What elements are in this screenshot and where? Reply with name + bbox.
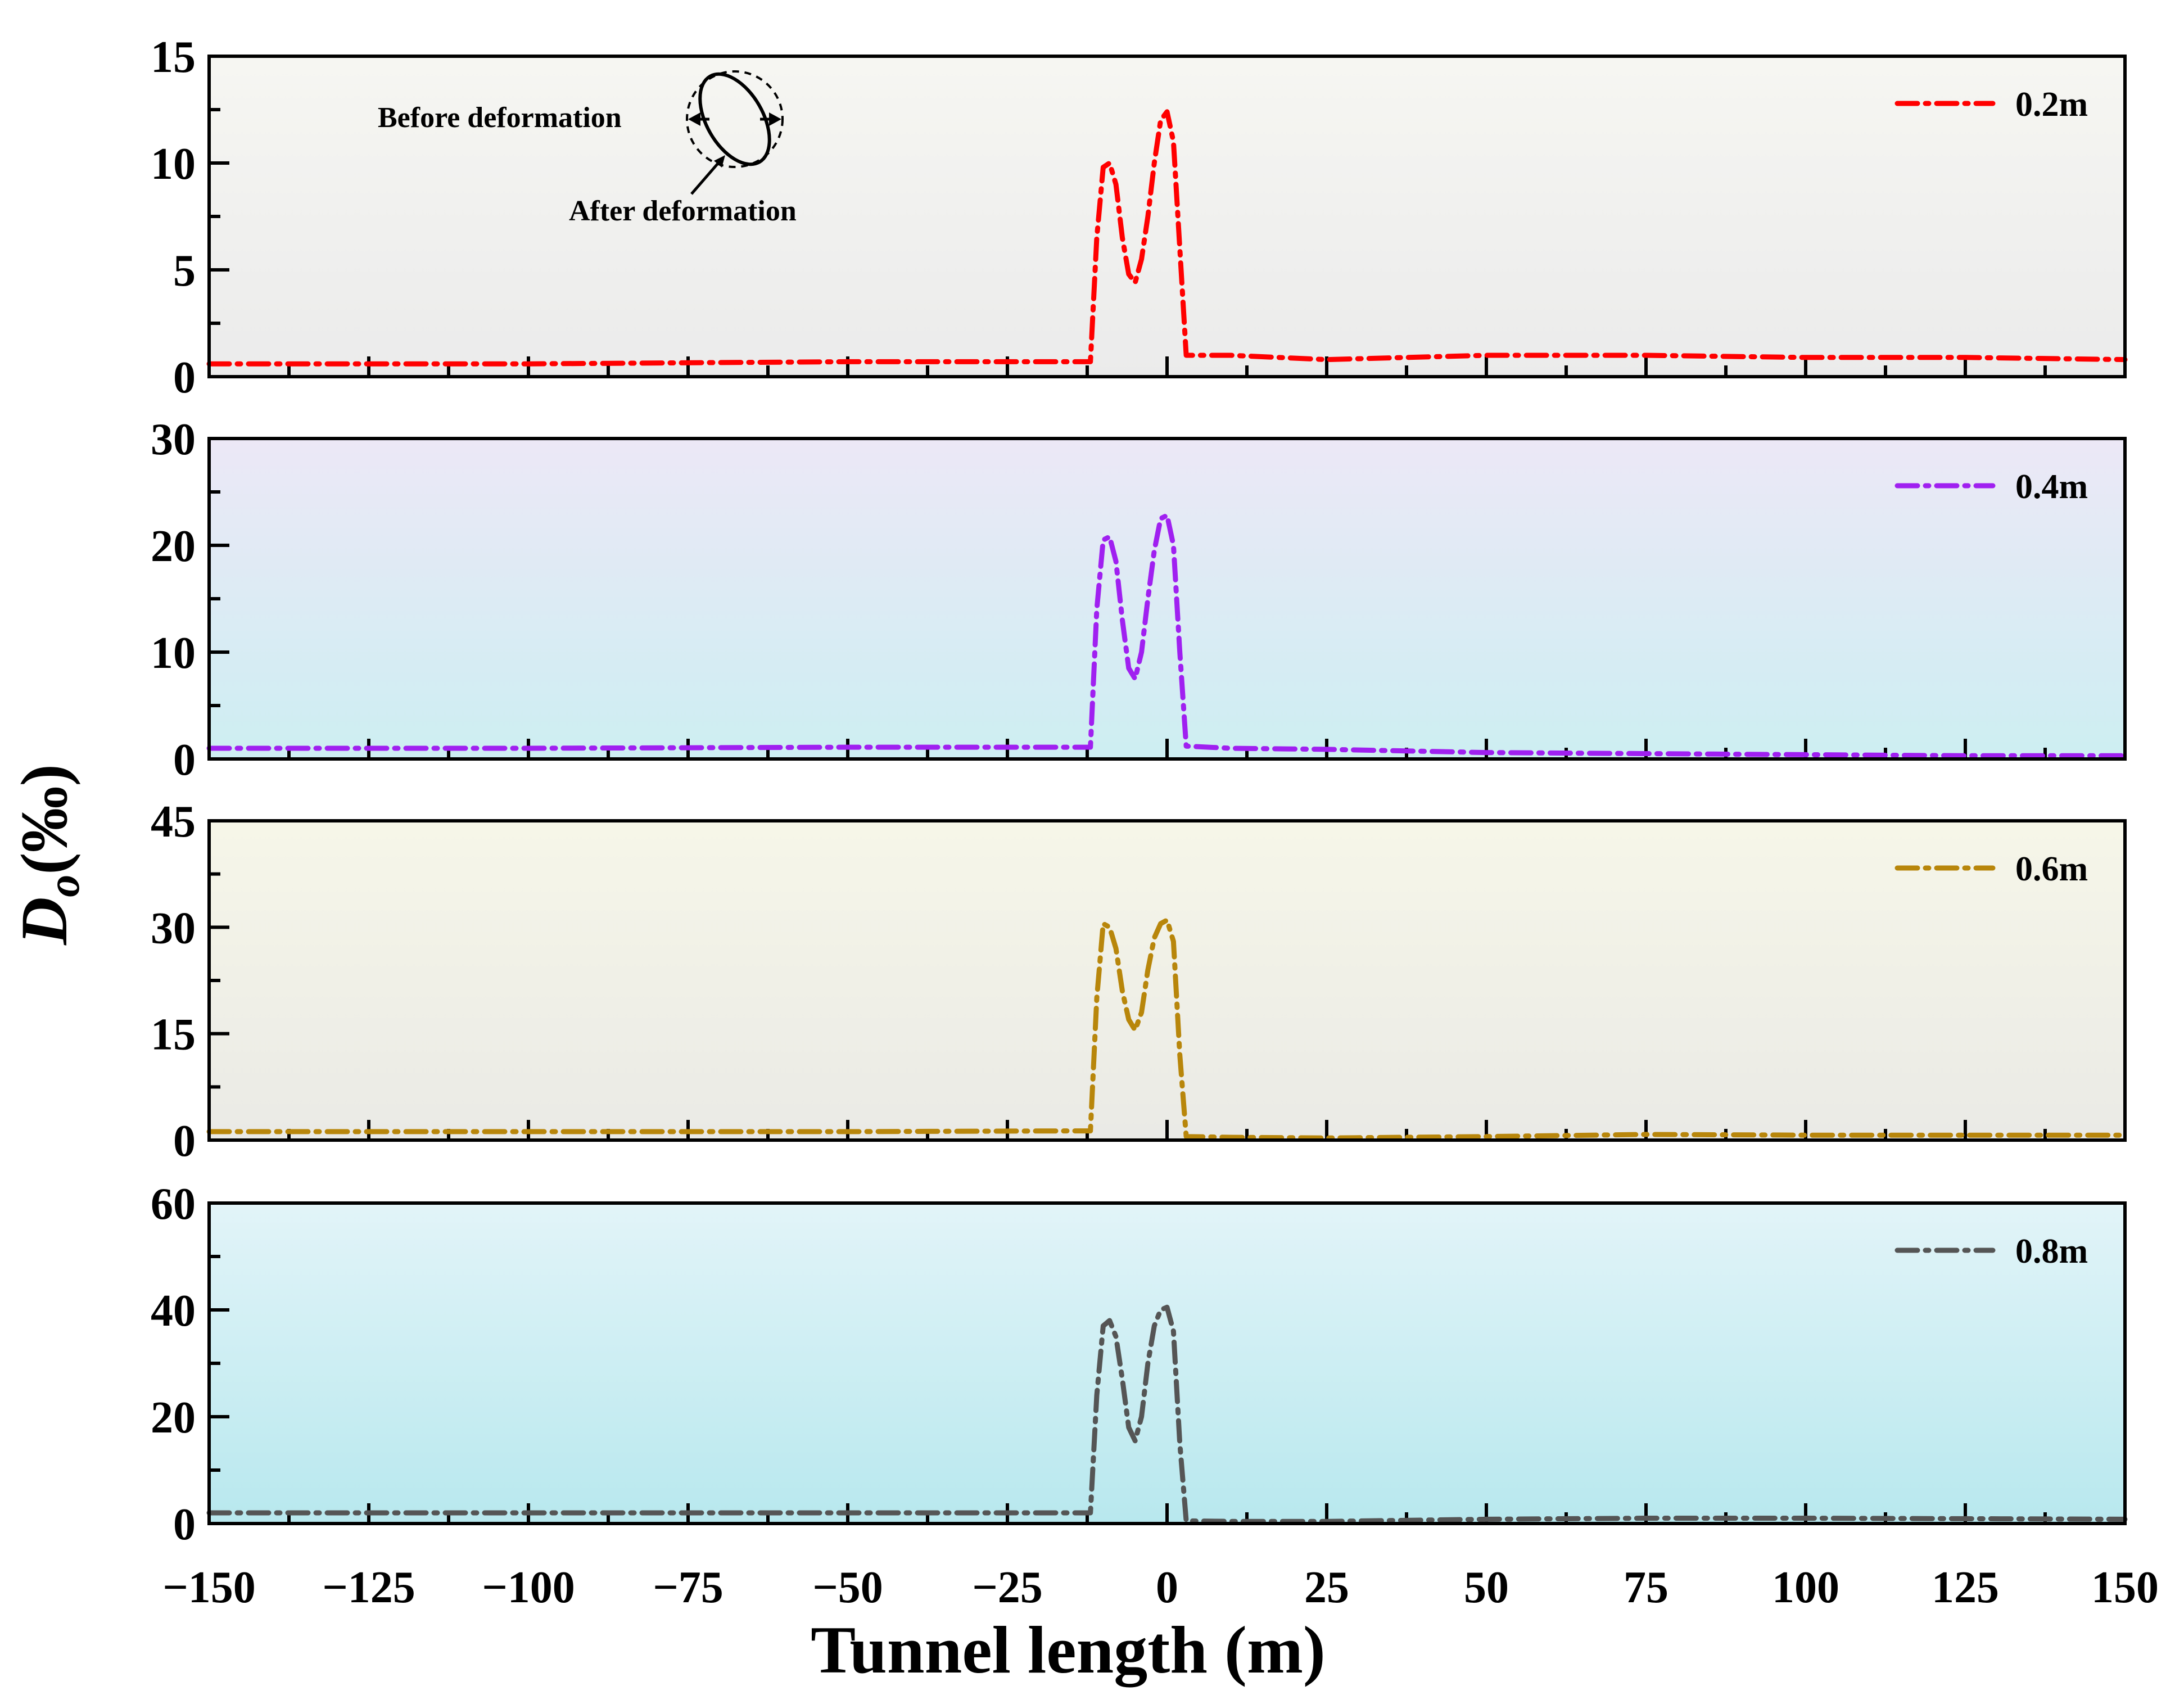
x-tick-label: 75 [1624,1563,1668,1612]
x-axis-title: Tunnel length (m) [811,1612,1326,1688]
y-tick-label: 10 [151,629,196,678]
after-arrow [690,159,722,195]
plot-frame [207,1201,2127,1525]
x-tick-label: 150 [2091,1563,2159,1612]
y-tick-label: 5 [173,246,196,296]
before-deformation-circle [686,70,784,168]
y-tick-label: 10 [151,139,196,189]
series-line-0.4m [206,513,2128,758]
panel-0.2m: 0 5 10 15 0.2m [151,33,2128,403]
x-tick-label: 125 [1932,1563,1999,1612]
plot-background [209,821,2125,1140]
y-tick-label: 0 [173,1117,196,1166]
y-tick-label: 20 [151,522,196,571]
y-axis-title-symbol: D [7,897,81,946]
x-tick-label: −100 [482,1563,575,1612]
y-tick-label: 20 [151,1393,196,1443]
after-arrow-head [714,155,725,168]
x-tick-labels: −150 −125 −100 −75 −50 −25 0 25 50 75 100 125 150 [162,1563,2159,1612]
legend-label-0.6m: 0.6m [2015,850,2088,888]
x-tick-label: −150 [162,1563,256,1612]
y-tick-label: 40 [151,1286,196,1336]
y-tick-label: 45 [151,797,196,847]
legend-label-0.8m: 0.8m [2015,1232,2088,1271]
legend-label-0.4m: 0.4m [2015,468,2088,506]
y-tick-label: 0 [173,353,196,403]
plot-frame [207,437,2127,761]
deformation-annotation: Before deformation After deformation [378,70,797,227]
panel-0.8m: 0 20 40 60 0.8m [151,1179,2128,1549]
plot-background [209,1203,2125,1524]
x-tick-label: −50 [812,1563,883,1612]
after-deformation-ellipse [698,72,771,166]
y-tick-label: 60 [151,1179,196,1229]
plot-background [209,439,2125,759]
x-tick-label: 25 [1304,1563,1349,1612]
y-tick-label: 30 [151,903,196,953]
panel-0.6m: 0 15 30 45 0.6m [151,797,2128,1166]
x-tick-label: 0 [1156,1563,1178,1612]
series-line-0.8m [206,1304,2128,1524]
before-arrow-left-head [688,112,700,126]
x-tick-label: 100 [1772,1563,1839,1612]
y-axis-title-subscript: o [39,875,89,897]
y-tick-label: 30 [151,415,196,464]
y-tick-label: 15 [151,33,196,82]
x-tick-label: −25 [972,1563,1043,1612]
y-tick-label: 0 [173,1500,196,1549]
y-tick-label: 15 [151,1010,196,1060]
x-tick-label: −75 [653,1563,724,1612]
x-tick-label: −125 [322,1563,415,1612]
y-axis-title-unit: (‰) [7,764,81,875]
plot-frame [207,819,2127,1142]
plot-frame [207,55,2127,378]
legend-label-0.2m: 0.2m [2015,85,2088,124]
series-line-0.2m [206,109,2128,367]
before-arrow-right-head [769,112,781,126]
series-line-0.6m [206,917,2128,1141]
before-deformation-label: Before deformation [378,102,622,134]
y-axis-title: Do(‰) [7,764,89,946]
y-tick-label: 0 [173,735,196,785]
panel-0.4m: 0 10 20 30 0.4m [151,415,2128,785]
x-tick-label: 50 [1464,1563,1509,1612]
after-deformation-label: After deformation [569,195,797,227]
